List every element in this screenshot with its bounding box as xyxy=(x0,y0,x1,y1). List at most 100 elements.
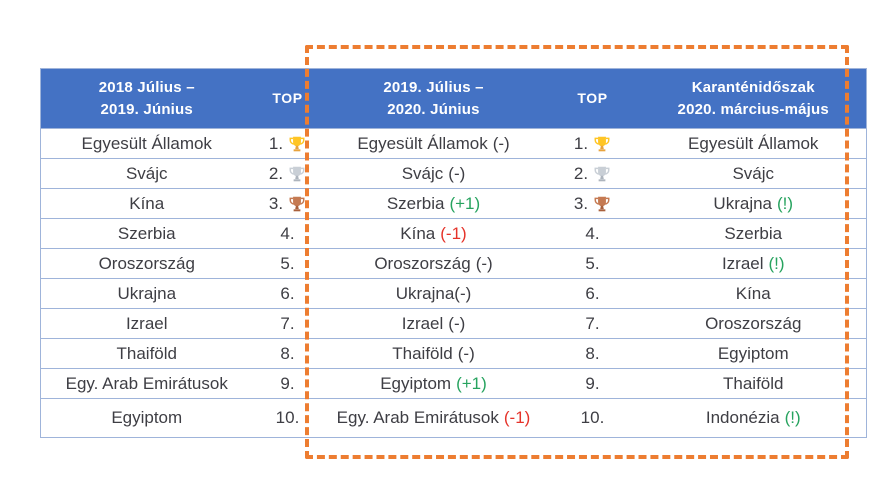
header-line: 2020. március-május xyxy=(677,100,829,118)
header-row: 2018 Július – 2019. Június TOP 2019. Júl… xyxy=(40,68,867,129)
header-line: 2019. Július – xyxy=(383,78,484,96)
country-cell-period2: Svájc (-) xyxy=(322,158,545,189)
rank-cell-period2: 3. xyxy=(544,188,641,219)
col-header-period-2018-2019: 2018 Július – 2019. Június xyxy=(40,68,253,129)
rank-number: 2. xyxy=(573,163,589,183)
country-name: Izrael xyxy=(721,253,764,273)
country-cell-period2: Izrael (-) xyxy=(322,308,545,339)
col-header-top-1: TOP xyxy=(252,68,323,129)
country-name: Egyiptom xyxy=(380,373,452,393)
rank-cell-period2: 7. xyxy=(544,308,641,339)
country-name: Ukrajna xyxy=(117,283,177,303)
country-cell-period2: Egyesült Államok (-) xyxy=(322,128,545,159)
country-cell-period2: Thaiföld (-) xyxy=(322,338,545,369)
rank-cell-period2: 6. xyxy=(544,278,641,309)
country-cell-quarantine: Szerbia xyxy=(640,218,867,249)
country-cell-period2: Kína (-1) xyxy=(322,218,545,249)
bronze-trophy-icon xyxy=(289,196,305,211)
rank-number: 9. xyxy=(585,373,600,393)
country-name: Thaiföld xyxy=(116,343,177,363)
rank-change-indicator: (-) xyxy=(492,133,510,153)
country-name: Ukrajna xyxy=(713,193,773,213)
country-cell-quarantine: Izrael (!) xyxy=(640,248,867,279)
country-cell-period1: Szerbia xyxy=(40,218,253,249)
country-cell-quarantine: Kína xyxy=(640,278,867,309)
rank-number: 4. xyxy=(585,223,600,243)
rank-change-indicator: (-) xyxy=(454,283,472,303)
rank-change-indicator: (+1) xyxy=(449,193,481,213)
country-cell-period1: Thaiföld xyxy=(40,338,253,369)
rank-number: 3. xyxy=(268,193,284,213)
header-line: TOP xyxy=(272,90,303,107)
country-cell-period1: Kína xyxy=(40,188,253,219)
newcomer-indicator: (!) xyxy=(768,253,785,273)
rank-number: 8. xyxy=(585,343,600,363)
country-name: Thaiföld xyxy=(723,373,784,393)
header-line: TOP xyxy=(577,90,608,107)
country-name: Svájc xyxy=(401,163,444,183)
rank-change-indicator: (-1) xyxy=(440,223,467,243)
silver-trophy-icon xyxy=(289,166,305,181)
country-cell-period1: Oroszország xyxy=(40,248,253,279)
table-row: Kína 3. Szerbia (+1) 3. Ukrajna (!) xyxy=(40,188,867,219)
rank-number: 10. xyxy=(580,408,605,427)
country-cell-quarantine: Oroszország xyxy=(640,308,867,339)
newcomer-indicator: (!) xyxy=(784,408,801,427)
rank-cell-period2: 10. xyxy=(544,398,641,438)
rank-number: 8. xyxy=(280,343,295,363)
rank-number: 10. xyxy=(275,408,300,427)
rank-cell-period1: 2. xyxy=(252,158,323,189)
country-cell-period2: Egy. Arab Emirátusok (-1) xyxy=(322,398,545,438)
table-row: Oroszország 5. Oroszország (-) 5. Izrael (!) xyxy=(40,248,867,279)
col-header-quarantine-period: Karanténidőszak 2020. március-május xyxy=(640,68,867,129)
rank-cell-period2: 5. xyxy=(544,248,641,279)
rank-number: 5. xyxy=(280,253,295,273)
header-line: Karanténidőszak xyxy=(691,78,815,96)
country-cell-period2: Szerbia (+1) xyxy=(322,188,545,219)
country-name: Egy. Arab Emirátusok xyxy=(336,408,499,427)
newcomer-indicator: (!) xyxy=(777,193,794,213)
rank-change-indicator: (-) xyxy=(475,253,493,273)
rank-change-indicator: (-) xyxy=(448,313,466,333)
table-row: Svájc 2. Svájc (-) 2. Svájc xyxy=(40,158,867,189)
country-cell-quarantine: Ukrajna (!) xyxy=(640,188,867,219)
country-cell-quarantine: Indonézia (!) xyxy=(640,398,867,438)
rank-number: 1. xyxy=(268,133,284,153)
rank-change-indicator: (-1) xyxy=(503,408,531,427)
country-cell-period1: Egy. Arab Emirátusok xyxy=(40,368,253,399)
rank-cell-period1: 3. xyxy=(252,188,323,219)
header-line: 2019. Június xyxy=(100,100,193,118)
table-row: Ukrajna 6. Ukrajna(-) 6. Kína xyxy=(40,278,867,309)
rank-cell-period1: 5. xyxy=(252,248,323,279)
rank-number: 7. xyxy=(585,313,600,333)
rank-number: 4. xyxy=(280,223,295,243)
rank-number: 6. xyxy=(280,283,295,303)
country-cell-period2: Ukrajna(-) xyxy=(322,278,545,309)
country-name: Izrael xyxy=(401,313,444,333)
country-name: Oroszország xyxy=(98,253,195,273)
rank-cell-period1: 10. xyxy=(252,398,323,438)
rank-cell-period1: 4. xyxy=(252,218,323,249)
col-header-top-2: TOP xyxy=(544,68,641,129)
country-name: Egyesült Államok xyxy=(81,133,212,153)
country-cell-quarantine: Egyiptom xyxy=(640,338,867,369)
country-name: Egyiptom xyxy=(717,343,789,363)
rank-change-indicator: (-) xyxy=(457,343,475,363)
country-name: Kína xyxy=(735,283,771,303)
country-cell-period1: Egyesült Államok xyxy=(40,128,253,159)
rank-cell-period1: 6. xyxy=(252,278,323,309)
col-header-period-2019-2020: 2019. Július – 2020. Június xyxy=(322,68,545,129)
country-cell-period1: Egyiptom xyxy=(40,398,253,438)
rank-number: 6. xyxy=(585,283,600,303)
country-cell-quarantine: Svájc xyxy=(640,158,867,189)
gold-trophy-icon xyxy=(594,136,610,151)
rank-cell-period1: 7. xyxy=(252,308,323,339)
rank-number: 9. xyxy=(280,373,295,393)
country-name: Egyesült Államok xyxy=(688,133,819,153)
rank-cell-period1: 8. xyxy=(252,338,323,369)
country-name: Szerbia xyxy=(386,193,445,213)
country-name: Oroszország xyxy=(705,313,802,333)
rank-cell-period2: 4. xyxy=(544,218,641,249)
rank-number: 2. xyxy=(268,163,284,183)
